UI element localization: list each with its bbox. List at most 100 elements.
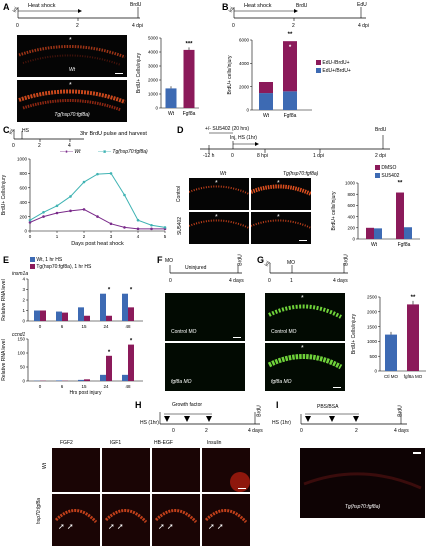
- injury-star: *: [301, 345, 304, 352]
- scale-bar: [233, 336, 241, 338]
- bar: [40, 310, 46, 321]
- data-point: [109, 222, 113, 226]
- tick-8: 8 hpi: [257, 153, 268, 159]
- y-tick-label: 1000: [17, 157, 28, 162]
- x-tick-label: 24: [103, 324, 109, 329]
- panel-i: I PBS/BSA HS (1hr) BrdU 0 2 4 days Tg(hs…: [272, 398, 430, 550]
- panel-g: G Inj MO BrdU 0 1 4 days * Control MO * …: [255, 254, 430, 395]
- x-tick-label: Ctl MO: [384, 374, 398, 379]
- chart-e1: 0 1 2 3 4 Relative RNA level 0 6 15 24 * 48 *: [1, 277, 143, 329]
- bar: [56, 380, 62, 381]
- timeline-hs: HS: [22, 128, 29, 134]
- bar: [84, 315, 90, 321]
- legend-label: EdU+/BrdU+: [322, 68, 351, 74]
- row-label-su5402: SU5402: [177, 216, 184, 236]
- y-tick-label: 2000: [239, 84, 250, 89]
- micrograph-h-wt-hbegf: [152, 448, 200, 492]
- injury-star: *: [69, 37, 72, 44]
- gene-label: insm1a: [12, 271, 29, 277]
- tick-0: 0: [172, 428, 175, 434]
- y-tick-label: 1: [22, 308, 25, 313]
- timeline-hs: HS (1hr): [140, 420, 159, 426]
- x-tick-label: 1: [56, 234, 59, 239]
- tick-0: 0: [12, 143, 15, 149]
- x-axis-label: Days post heat shock: [71, 241, 124, 247]
- panel-label: I: [276, 400, 279, 410]
- tick-0: 0: [231, 153, 234, 159]
- x-tick-label: 15: [81, 324, 87, 329]
- micrograph-g-control: * Control MO: [265, 293, 345, 341]
- y-tick-label: 1000: [345, 181, 356, 186]
- legend-label: SU5402: [381, 173, 400, 179]
- scale-bar: [299, 239, 307, 241]
- timeline-brdu: BrdU: [237, 254, 244, 266]
- col-insulin: Insulin: [207, 440, 222, 446]
- micrograph-f-fgf8a: fgf8a MO: [165, 343, 245, 391]
- legend-swatch: [375, 165, 380, 171]
- y-tick-label: 1000: [148, 92, 159, 97]
- col-hbegf: HB-EGF: [154, 440, 173, 446]
- injury-star: *: [277, 180, 280, 187]
- x-tick-label: Fgf8a: [183, 111, 196, 117]
- y-tick-label: 0: [24, 229, 27, 234]
- significance: *: [289, 45, 292, 51]
- significance: *: [130, 339, 133, 345]
- data-point: [82, 180, 86, 184]
- data-point: [28, 221, 32, 224]
- y-tick-label: 600: [347, 203, 355, 208]
- micrograph-h-tg-hbegf: ➚ ➚: [152, 494, 200, 546]
- legend-c-tg: —■— Tg(hsp70:fgf8a): [98, 149, 148, 155]
- injury-star: *: [301, 295, 304, 302]
- y-tick-label: 4000: [239, 61, 250, 66]
- data-point: [136, 227, 140, 231]
- arrows: ➚ ➚: [208, 522, 224, 531]
- tick-1: 1: [290, 278, 293, 284]
- legend-e-tg: Tg(hsp70:fgf8a), 1 hr HS: [30, 264, 91, 270]
- bar: [106, 315, 112, 321]
- x-tick-label: Fgf8a: [398, 242, 411, 248]
- scale-bar: [238, 487, 246, 489]
- y-tick-label: 400: [19, 200, 27, 205]
- y-tick-label: 0: [22, 379, 25, 384]
- significance: **: [288, 32, 293, 38]
- bar: [78, 307, 84, 321]
- data-point: [136, 218, 140, 222]
- y-tick-label: 2: [22, 298, 25, 303]
- timeline-hs: HS (1hr): [272, 420, 291, 426]
- y-axis-label: Relative RNA level: [1, 279, 7, 320]
- arrows: ➚ ➚: [58, 522, 74, 531]
- bar: [78, 379, 84, 381]
- significance: **: [411, 295, 416, 301]
- chart-c: 0 200 400 600 800 1000 BrdU+ Cells/injury 0 1 2 3 4…: [1, 157, 167, 247]
- timeline-mo: MO: [165, 258, 174, 264]
- timeline-b: [233, 7, 366, 21]
- bar: [183, 49, 195, 108]
- legend-marker: —●—: [60, 149, 74, 155]
- y-tick-label: 800: [19, 171, 27, 176]
- panel-h: H Growth factor HS (1hr) BrdU 0 2 4 days…: [0, 398, 270, 550]
- data-point: [69, 209, 72, 213]
- micrograph-d-tg-su: *: [251, 212, 311, 244]
- y-tick-label: 3000: [148, 64, 159, 69]
- legend-marker: —■—: [98, 149, 112, 155]
- y-tick-label: 6000: [239, 38, 250, 43]
- x-tick-label: Fgf8a: [284, 113, 297, 119]
- series-line: [29, 172, 166, 228]
- tick-2: 2: [38, 143, 41, 149]
- micro-caption: Wt: [68, 67, 76, 73]
- y-tick-label: 4000: [148, 50, 159, 55]
- row-tg: hsp70:fgf8a: [36, 497, 43, 525]
- legend-label: Wt, 1 hr HS: [36, 257, 63, 263]
- panel-b: B Inj Heat shock BrdU EdU 0 2 4 dpi 0 200…: [220, 0, 430, 125]
- bar: [404, 227, 412, 239]
- bar: [128, 307, 134, 321]
- micro-caption: Control MO: [271, 329, 297, 335]
- legend-b: EdU-/BrdU+ EdU+/BrdU+: [316, 60, 351, 76]
- y-tick-label: 0: [155, 106, 158, 111]
- panel-label: A: [3, 2, 10, 12]
- x-tick-label: Wt: [263, 113, 270, 119]
- micrograph-h-tg-fgf2: ➚ ➚: [52, 494, 100, 546]
- micro-caption: Tg(hsp70:fgf8a): [54, 112, 90, 118]
- x-tick-label: 48: [125, 384, 131, 389]
- panel-e: E Wt, 1 hr HS Tg(hsp70:fgf8a), 1 hr HS i…: [0, 255, 150, 395]
